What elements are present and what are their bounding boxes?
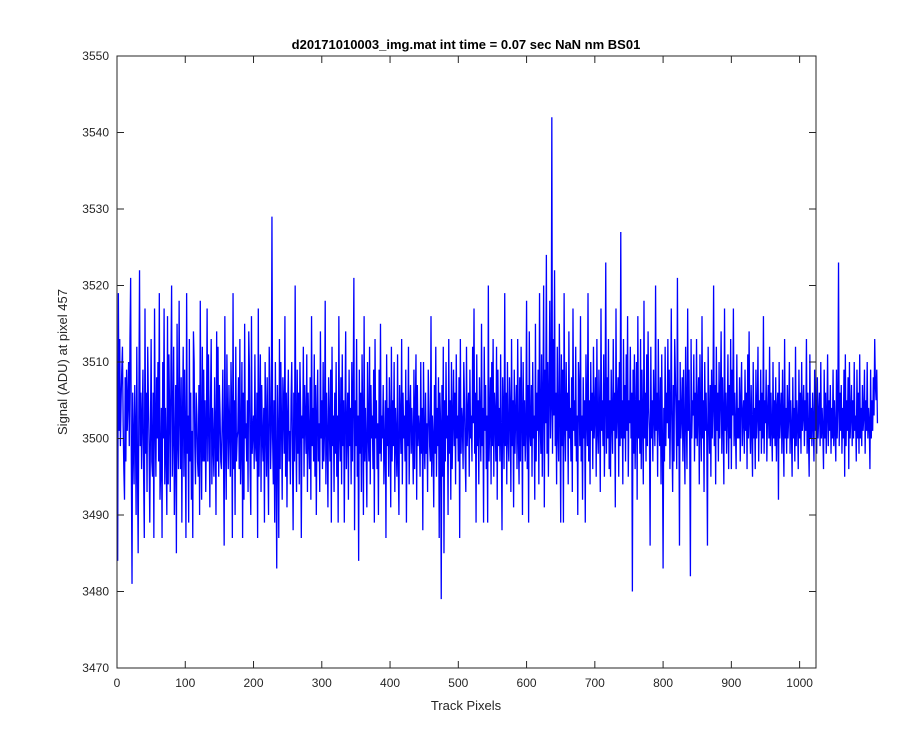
y-tick-label: 3510	[82, 355, 109, 369]
y-axis-label: Signal (ADU) at pixel 457	[55, 289, 70, 435]
y-tick-label: 3540	[82, 126, 109, 140]
x-tick-label: 600	[517, 676, 537, 690]
y-tick-label: 3530	[82, 202, 109, 216]
y-tick-label: 3470	[82, 661, 109, 675]
x-tick-label: 700	[585, 676, 605, 690]
y-tick-label: 3550	[82, 49, 109, 63]
y-tick-label: 3520	[82, 279, 109, 293]
x-tick-label: 1000	[786, 676, 813, 690]
x-tick-label: 800	[653, 676, 673, 690]
y-tick-label: 3490	[82, 508, 109, 522]
x-tick-label: 500	[448, 676, 468, 690]
x-tick-label: 200	[244, 676, 264, 690]
x-tick-label: 900	[721, 676, 741, 690]
chart-title: d20171010003_img.mat int time = 0.07 sec…	[292, 37, 641, 52]
series-layer	[117, 117, 879, 600]
x-tick-label: 400	[380, 676, 400, 690]
x-tick-label: 100	[175, 676, 195, 690]
series-line-1	[117, 117, 879, 600]
tick-layer: 0 100 200 300 400 500 600 700 800 900 1000 3470 3480…	[82, 49, 816, 690]
x-tick-label: 300	[312, 676, 332, 690]
y-tick-label: 3480	[82, 585, 109, 599]
x-tick-label: 0	[114, 676, 121, 690]
x-axis-label: Track Pixels	[431, 698, 502, 713]
y-tick-label: 3500	[82, 432, 109, 446]
